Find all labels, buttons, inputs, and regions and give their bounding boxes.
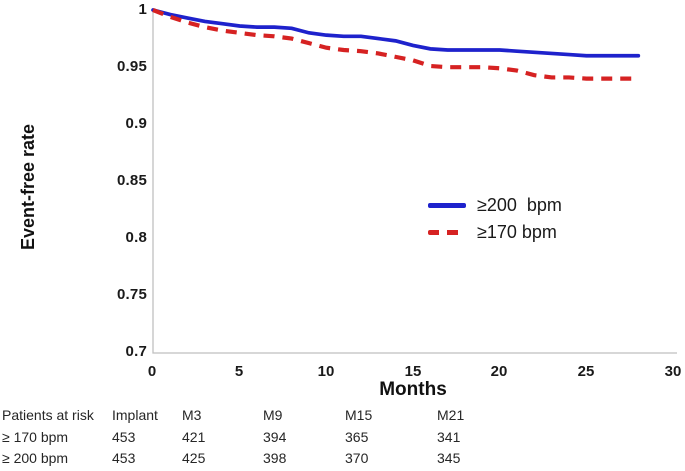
risk-value: 345 [437,450,461,466]
x-axis-title: Months [379,379,447,400]
risk-col-implant: Implant [112,407,158,423]
risk-row-170-label: ≥ 170 bpm [2,429,69,445]
red-dashed-line-swatch [428,230,466,235]
risk-value: 425 [182,450,206,466]
survival-chart [151,8,677,354]
risk-value: 453 [112,429,136,445]
legend-label-170bpm: ≥170 bpm [477,222,557,242]
y-tick-08: 0.8 [125,229,147,246]
risk-value: 370 [345,450,369,466]
risk-col-m21: M21 [437,407,465,423]
legend-item-170bpm: ≥170 bpm [428,219,562,246]
y-tick-085: 0.85 [117,172,147,189]
x-tick-20: 20 [490,363,508,380]
x-tick-0: 0 [147,363,157,380]
x-tick-25: 25 [577,363,595,380]
risk-col-m3: M3 [182,407,202,423]
risk-value: 341 [437,429,461,445]
y-tick-1: 1 [138,1,147,18]
blue-solid-line-swatch [428,203,466,208]
risk-value: 365 [345,429,369,445]
x-tick-5: 5 [234,363,244,380]
risk-value: 421 [182,429,206,445]
y-tick-07: 0.7 [125,343,147,360]
legend-item-200bpm: ≥200 bpm [428,192,562,219]
risk-col-m9: M9 [263,407,283,423]
risk-value: 453 [112,450,136,466]
legend-label-200bpm: ≥200 bpm [477,195,562,215]
chart-legend: ≥200 bpm ≥170 bpm [428,192,562,246]
x-tick-10: 10 [317,363,335,380]
risk-value: 398 [263,450,287,466]
y-tick-09: 0.9 [125,115,147,132]
risk-col-m15: M15 [345,407,373,423]
x-tick-30: 30 [664,363,682,380]
y-tick-075: 0.75 [117,286,147,303]
risk-table-title: Patients at risk [2,407,94,423]
y-tick-095: 0.95 [117,58,147,75]
risk-value: 394 [263,429,287,445]
risk-row-200-label: ≥ 200 bpm [2,450,69,466]
x-tick-15: 15 [404,363,422,380]
